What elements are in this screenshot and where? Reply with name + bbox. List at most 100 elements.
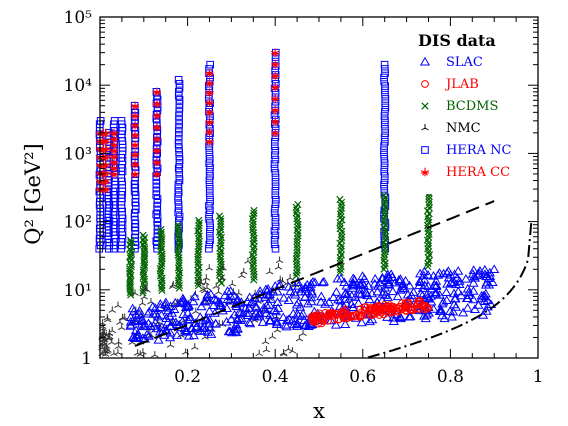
hera-nc-point	[206, 219, 214, 227]
nmc-point	[114, 342, 123, 349]
legend-label-hera-cc: HERA CC	[446, 165, 510, 180]
slac-point	[484, 279, 495, 289]
hera-nc-point	[152, 183, 161, 192]
slac-point	[476, 293, 487, 303]
slac-point	[438, 268, 449, 278]
bcdms-point	[249, 256, 258, 265]
legend-marker-slac	[419, 56, 431, 66]
slac-point	[288, 308, 299, 318]
bcdms-point	[126, 236, 135, 244]
hera-nc-point	[205, 240, 214, 249]
hera-nc-point	[206, 227, 214, 236]
slac-point	[484, 267, 495, 277]
hera-nc-point	[206, 223, 214, 232]
nmc-point	[117, 323, 126, 331]
slac-point	[293, 297, 304, 307]
hera-nc-point	[152, 191, 161, 199]
slac-point	[293, 310, 304, 320]
bcdms-point	[336, 224, 344, 233]
bcdms-point	[425, 204, 433, 212]
hera-cc-point	[109, 169, 119, 179]
slac-point	[309, 277, 321, 286]
bcdms-point	[293, 237, 301, 246]
hera-cc-point	[109, 163, 119, 173]
hera-nc-point	[381, 95, 390, 103]
slac-point	[293, 280, 304, 290]
hera-nc-point	[271, 244, 280, 253]
jlab-point	[379, 310, 388, 319]
nmc-point	[168, 282, 177, 289]
slac-point	[195, 326, 206, 335]
bcdms-point	[293, 252, 301, 260]
slac-point	[222, 286, 233, 295]
slac-point	[144, 306, 155, 316]
slac-point	[300, 319, 312, 329]
nmc-point	[143, 285, 151, 293]
jlab-point	[310, 311, 319, 320]
slac-point	[213, 296, 224, 306]
slac-point	[300, 291, 311, 301]
slac-point	[170, 297, 181, 307]
slac-point	[372, 280, 384, 290]
bcdms-point	[381, 235, 390, 244]
slac-point	[181, 326, 192, 336]
hera-nc-point	[174, 192, 182, 201]
hera-cc-point	[109, 157, 119, 167]
jlab-point	[415, 297, 424, 306]
hera-nc-point	[175, 212, 184, 221]
legend-label-nmc: NMC	[446, 121, 481, 136]
y-tick-label: 10⁴	[64, 76, 93, 96]
slac-point	[468, 286, 479, 295]
slac-point	[291, 319, 302, 328]
slac-point	[439, 313, 450, 323]
slac-point	[453, 286, 464, 296]
hera-nc-point	[380, 120, 389, 129]
hera-cc-point	[130, 101, 140, 110]
hera-nc-point	[205, 90, 213, 99]
slac-point	[278, 292, 289, 302]
lower-boundary-dashdot-curve	[367, 220, 533, 359]
slac-point	[264, 300, 275, 309]
hera-nc-point	[270, 164, 279, 173]
hera-nc-point	[206, 185, 214, 193]
jlab-point	[380, 301, 389, 309]
hera-cc-point	[109, 134, 119, 143]
slac-point	[244, 303, 255, 312]
x-tick-label: 0.6	[349, 367, 376, 387]
slac-point	[204, 306, 215, 315]
hera-cc-point	[101, 136, 110, 146]
slac-point	[302, 298, 313, 308]
hera-nc-point	[381, 82, 389, 90]
hera-nc-point	[174, 204, 183, 213]
hera-nc-point	[175, 168, 184, 177]
slac-point	[382, 272, 393, 281]
y-axis-title: Q² [GeV²]	[21, 143, 45, 244]
bcdms-point	[337, 204, 346, 212]
slac-point	[417, 283, 428, 292]
bcdms-point	[127, 249, 136, 258]
y-tick-label: 10³	[64, 144, 92, 164]
slac-point	[291, 321, 303, 330]
bcdms-point	[293, 243, 301, 251]
hera-nc-point	[153, 221, 162, 230]
bcdms-point	[157, 226, 165, 234]
hera-nc-point	[271, 155, 280, 164]
hera-cc-point	[271, 48, 280, 57]
slac-point	[156, 322, 167, 331]
jlab-point	[358, 312, 366, 320]
slac-point	[359, 273, 370, 283]
bcdms-point	[424, 262, 432, 271]
hera-nc-point	[271, 218, 280, 226]
bcdms-point	[380, 200, 389, 208]
bcdms-point	[293, 217, 302, 226]
hera-nc-point	[175, 120, 183, 128]
slac-point	[480, 288, 491, 298]
slac-point	[415, 277, 426, 287]
slac-point	[436, 310, 448, 320]
slac-point	[299, 320, 311, 330]
nmc-point	[114, 338, 123, 345]
hera-nc-point	[205, 155, 214, 163]
hera-cc-point	[271, 71, 280, 80]
bcdms-point	[195, 216, 203, 224]
hera-cc-point	[109, 152, 119, 161]
